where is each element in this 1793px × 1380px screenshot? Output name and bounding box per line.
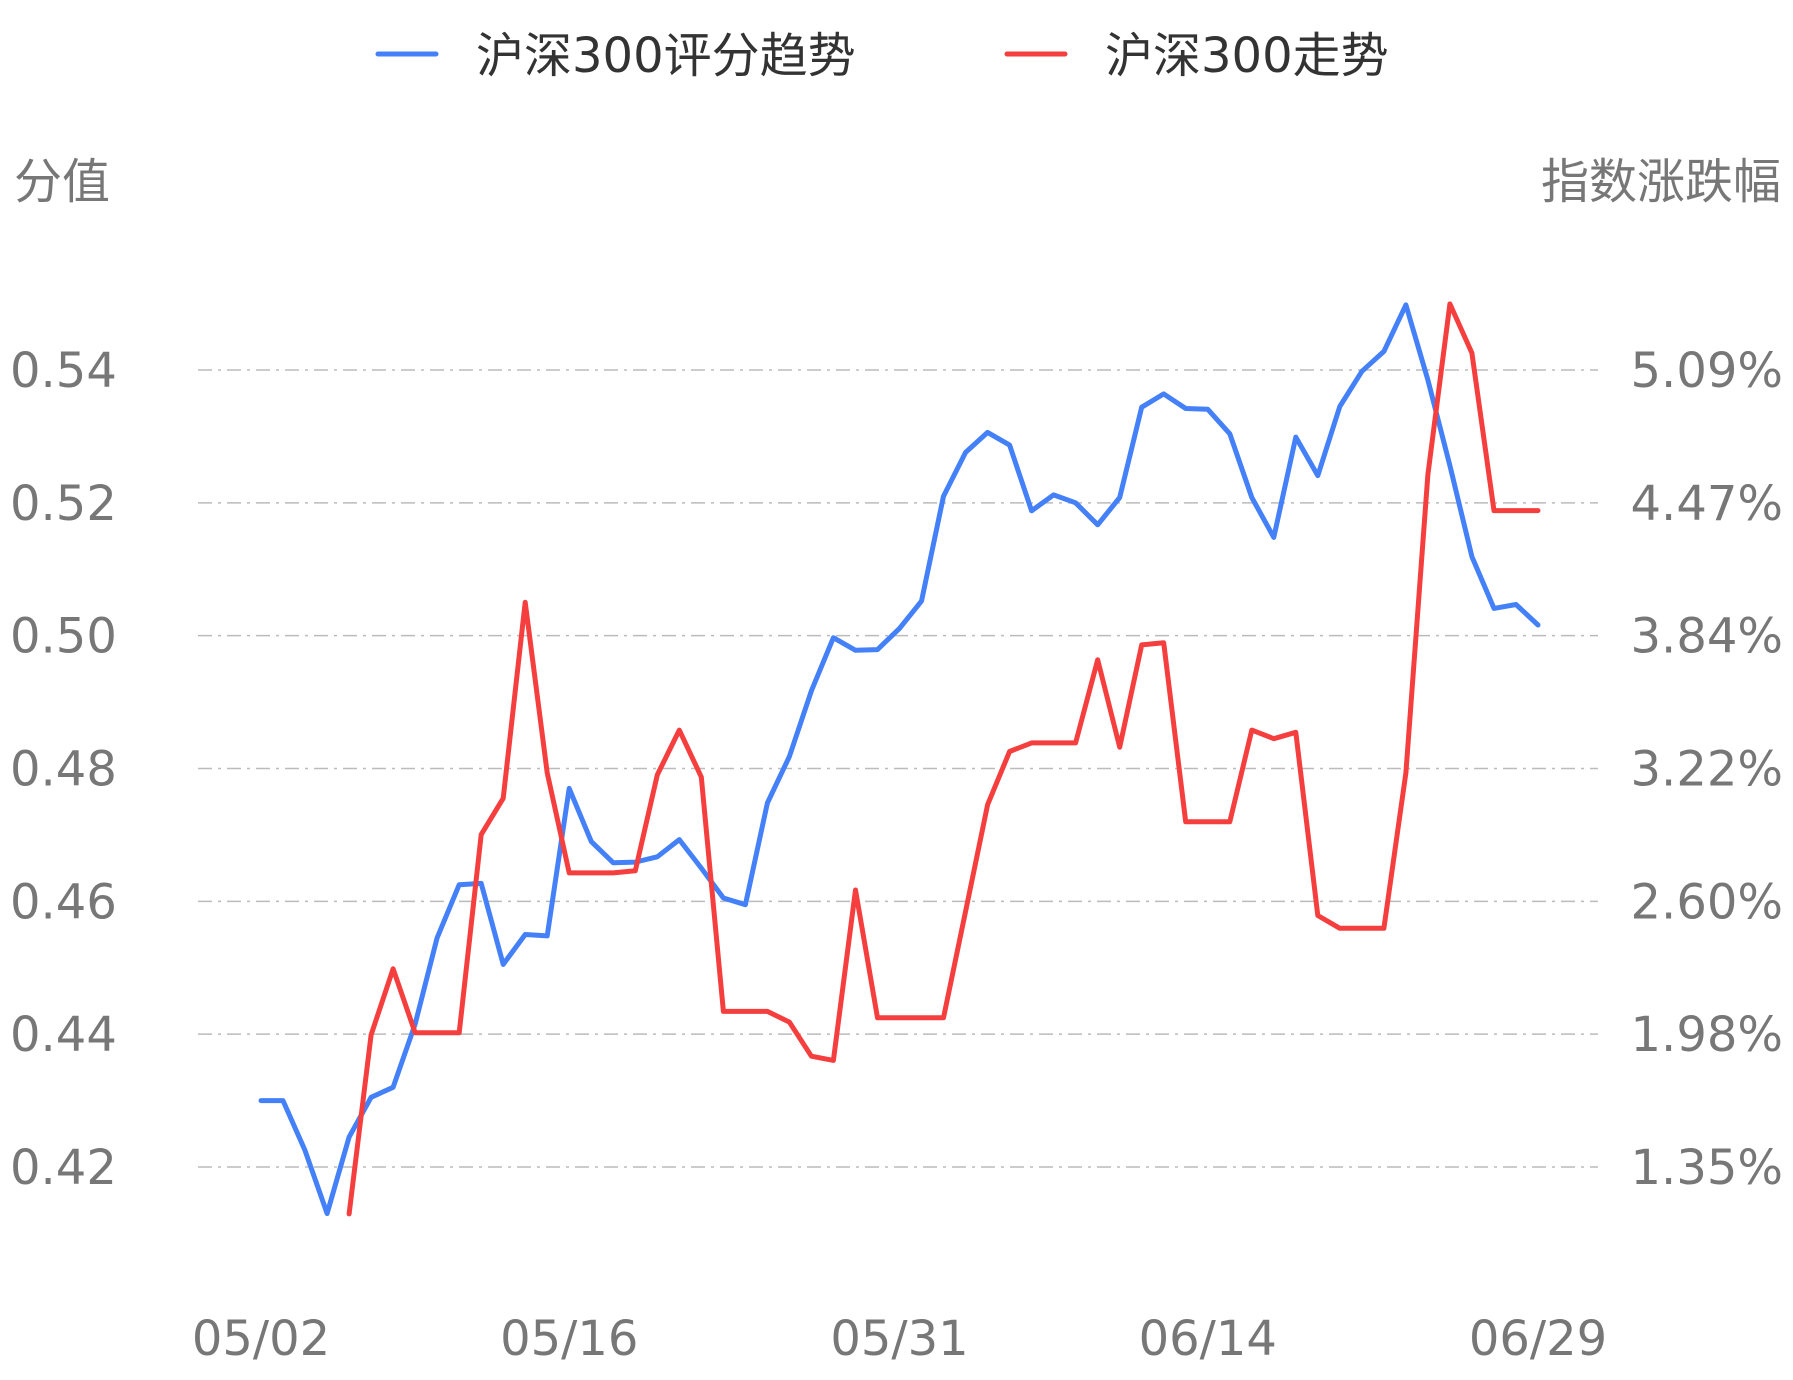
right-tick-label: 1.35% [1631, 1140, 1783, 1196]
left-tick-label: 0.42 [10, 1140, 117, 1196]
left-tick-label: 0.50 [10, 609, 117, 665]
legend-label-score-trend: 沪深300评分趋势 [476, 28, 856, 84]
right-axis-ticks: 5.09% 4.47% 3.84% 3.22% 2.60% 1.98% 1.35% [1631, 343, 1783, 1196]
series-line-index-trend [346, 301, 1541, 1217]
legend: 沪深300评分趋势 沪深300走势 [375, 28, 1389, 84]
legend-item-index-trend[interactable]: 沪深300走势 [1004, 28, 1389, 84]
left-tick-label: 0.48 [10, 742, 117, 798]
right-tick-label: 2.60% [1631, 874, 1783, 930]
right-tick-label: 5.09% [1631, 343, 1783, 399]
left-axis-ticks: 0.54 0.52 0.50 0.48 0.46 0.44 0.42 [10, 343, 117, 1196]
x-tick-label: 05/16 [500, 1311, 638, 1367]
left-axis-title: 分值 [14, 154, 110, 210]
left-tick-label: 0.46 [10, 874, 117, 930]
x-tick-label: 05/31 [830, 1311, 968, 1367]
x-tick-label: 06/14 [1139, 1311, 1277, 1367]
x-tick-label: 06/29 [1469, 1311, 1607, 1367]
series-lines [258, 301, 1541, 1217]
right-axis-title: 指数涨跌幅 [1541, 154, 1781, 210]
x-tick-label: 05/02 [192, 1311, 330, 1367]
right-tick-label: 3.84% [1631, 609, 1783, 665]
left-tick-label: 0.52 [10, 476, 117, 532]
right-tick-label: 1.98% [1631, 1007, 1783, 1063]
legend-label-index-trend: 沪深300走势 [1105, 28, 1389, 84]
left-tick-label: 0.54 [10, 343, 117, 399]
gridlines [198, 369, 1598, 1168]
right-tick-label: 3.22% [1631, 742, 1783, 798]
series-line-score-trend [258, 302, 1541, 1216]
right-tick-label: 4.47% [1631, 476, 1783, 532]
legend-item-score-trend[interactable]: 沪深300评分趋势 [375, 28, 856, 84]
x-axis-ticks: 05/02 05/16 05/31 06/14 06/29 [192, 1311, 1607, 1367]
left-tick-label: 0.44 [10, 1007, 117, 1063]
